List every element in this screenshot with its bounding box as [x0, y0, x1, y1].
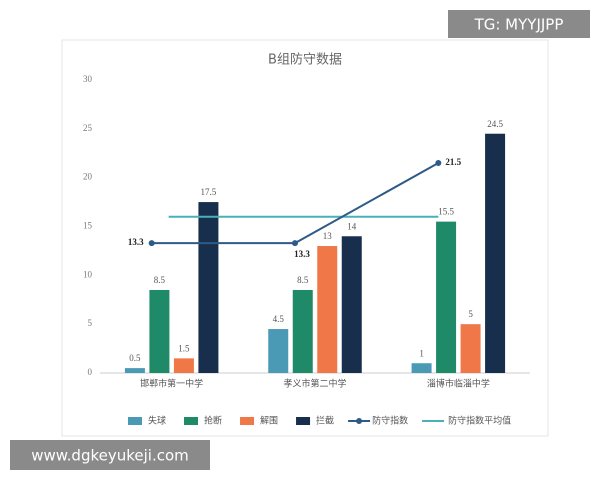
- value-label: 5: [468, 309, 473, 319]
- bar: [485, 133, 506, 373]
- bar: [460, 324, 481, 373]
- value-label: 8.5: [154, 275, 166, 285]
- watermark-box: [448, 10, 590, 38]
- x-tick-label: 淄博市临淄中学: [427, 378, 490, 390]
- legend-label: 拦截: [316, 415, 334, 427]
- legend-label: 解围: [260, 415, 278, 427]
- value-label: 14: [347, 221, 357, 231]
- value-label: 13.3: [294, 249, 310, 259]
- value-label: 21.5: [445, 157, 461, 167]
- bar: [436, 221, 457, 373]
- value-label: 15.5: [438, 207, 454, 217]
- legend-swatch: [356, 418, 363, 424]
- line-point: [435, 160, 442, 167]
- chart-title: B组防守数据: [268, 52, 342, 68]
- bar: [411, 363, 432, 373]
- bar: [292, 289, 313, 373]
- y-tick-label: 5: [88, 318, 93, 328]
- bar: [124, 368, 145, 373]
- value-label: 1: [419, 348, 424, 358]
- legend-label: 防守指数平均值: [448, 415, 511, 427]
- watermark-box: [10, 440, 210, 470]
- value-label: 17.5: [201, 187, 217, 197]
- bar: [268, 329, 289, 373]
- bar: [149, 289, 170, 373]
- value-label: 8.5: [297, 275, 309, 285]
- legend-swatch: [240, 417, 255, 425]
- legend-swatch: [184, 417, 199, 425]
- value-label: 0.5: [129, 353, 141, 363]
- value-label: 1.5: [178, 343, 190, 353]
- legend-label: 失球: [148, 415, 166, 427]
- x-tick-label: 孝义市第二中学: [283, 378, 346, 390]
- x-tick-label: 邯郸市第一中学: [140, 378, 203, 390]
- y-tick-label: 0: [88, 367, 93, 377]
- value-label: 13.3: [128, 237, 144, 247]
- watermark: www.dgkeyukeji.com: [31, 447, 189, 465]
- value-label: 4.5: [273, 314, 285, 324]
- y-tick-label: 25: [83, 123, 93, 133]
- legend-label: 抢断: [204, 415, 222, 427]
- y-tick-label: 15: [83, 221, 93, 231]
- watermark: TG: MYYJJPP: [474, 16, 564, 34]
- legend-label: 防守指数: [372, 415, 408, 427]
- bar: [173, 358, 194, 373]
- y-tick-label: 20: [83, 172, 93, 182]
- legend-swatch: [128, 417, 142, 425]
- value-label: 13: [323, 231, 333, 241]
- bar: [317, 246, 338, 373]
- bar: [198, 202, 219, 373]
- y-tick-label: 10: [83, 269, 93, 279]
- value-label: 24.5: [487, 119, 503, 129]
- bar: [341, 236, 362, 373]
- line-point: [148, 240, 155, 247]
- legend-swatch: [296, 417, 311, 425]
- y-tick-label: 30: [83, 74, 93, 84]
- line-point: [292, 240, 298, 247]
